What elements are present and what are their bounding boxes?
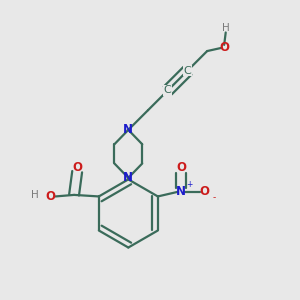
Text: C: C (184, 66, 191, 76)
Text: +: + (187, 181, 193, 190)
Text: N: N (123, 123, 133, 136)
Text: H: H (222, 23, 230, 33)
Text: C: C (164, 85, 172, 95)
Text: -: - (213, 193, 216, 202)
Text: H: H (32, 190, 39, 200)
Text: O: O (176, 160, 186, 173)
Text: N: N (176, 185, 186, 198)
Text: O: O (219, 41, 229, 55)
Text: N: N (123, 171, 133, 184)
Text: O: O (199, 185, 209, 198)
Text: O: O (46, 190, 56, 203)
Text: O: O (72, 161, 82, 175)
